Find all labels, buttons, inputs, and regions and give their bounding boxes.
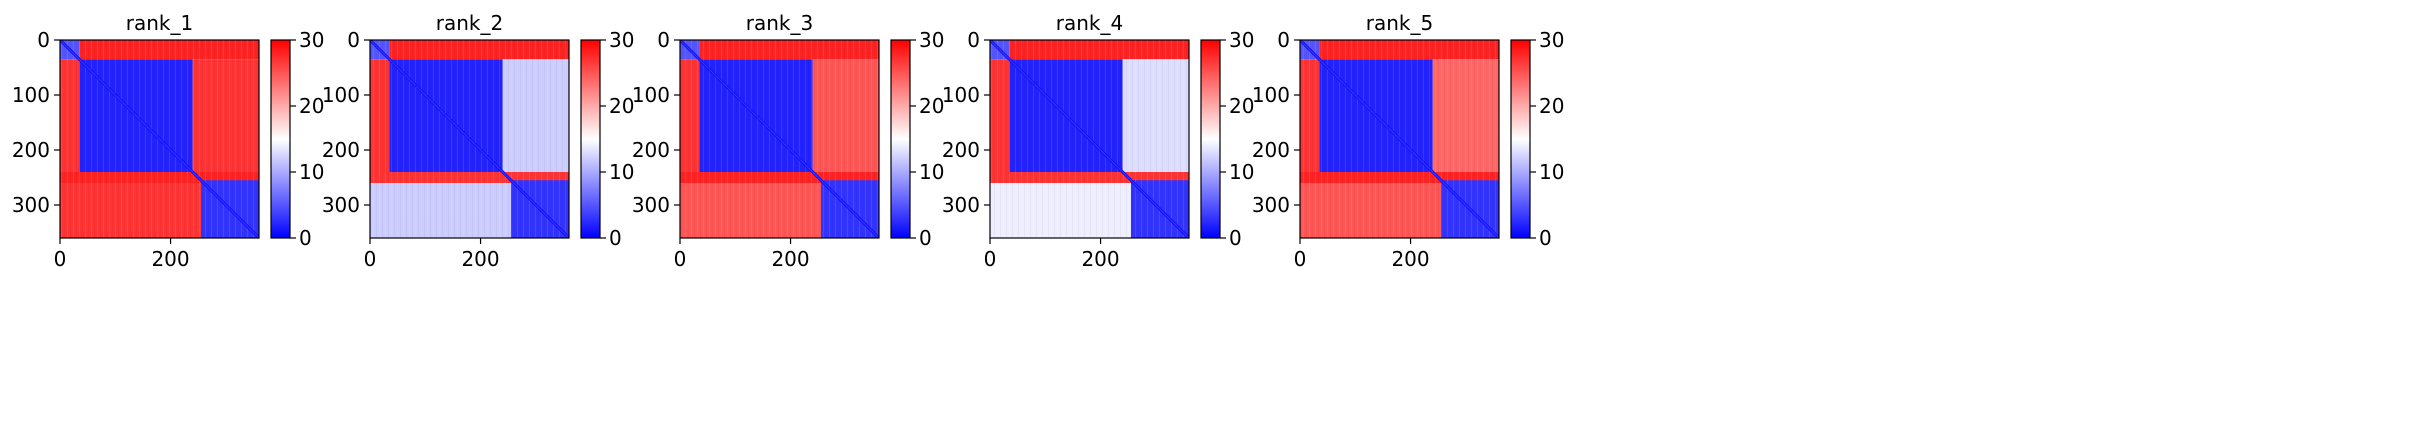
- colorbar-tick-label: 10: [609, 160, 634, 184]
- heatmap-diagonal-core: [370, 40, 569, 238]
- colorbar-tick-label: 20: [1539, 94, 1564, 118]
- colorbar-frame: [270, 39, 291, 239]
- colorbar: [1511, 40, 1530, 238]
- y-tick-label: 200: [1252, 138, 1290, 162]
- x-tick-label: 200: [1391, 247, 1429, 271]
- x-tick-label: 0: [984, 247, 997, 271]
- y-tick-label: 200: [12, 138, 50, 162]
- heatmap-diagonal-core: [990, 40, 1189, 238]
- y-tick-label: 200: [632, 138, 670, 162]
- y-tick-label: 200: [942, 138, 980, 162]
- colorbar-tick-label: 10: [1229, 160, 1254, 184]
- y-tick-label: 100: [632, 83, 670, 107]
- chart-title: rank_1: [126, 11, 193, 35]
- y-tick-label: 0: [1277, 28, 1290, 52]
- chart-title: rank_2: [436, 11, 503, 35]
- y-tick-label: 200: [322, 138, 360, 162]
- x-tick-label: 0: [1294, 247, 1307, 271]
- colorbar: [891, 40, 910, 238]
- heatmap-diagonal-core: [60, 40, 259, 238]
- heatmap-panel: rank_3 0 100 200 300 0 200 0 10 20 30: [632, 11, 945, 271]
- y-tick-label: 300: [12, 193, 50, 217]
- colorbar-tick-label: 10: [1539, 160, 1564, 184]
- colorbar-tick-label: 30: [1539, 28, 1564, 52]
- x-tick-label: 200: [1081, 247, 1119, 271]
- colorbar-frame: [1200, 39, 1221, 239]
- colorbar-tick-label: 20: [609, 94, 634, 118]
- y-tick-label: 300: [942, 193, 980, 217]
- colorbar-tick-label: 0: [299, 226, 312, 250]
- colorbar-tick-label: 10: [299, 160, 324, 184]
- colorbar-tick-label: 0: [919, 226, 932, 250]
- colorbar-tick-label: 10: [919, 160, 944, 184]
- chart-title: rank_3: [746, 11, 813, 35]
- plot-frame: [679, 39, 880, 239]
- colorbar-tick-label: 0: [609, 226, 622, 250]
- colorbar: [581, 40, 600, 238]
- y-tick-label: 0: [347, 28, 360, 52]
- y-tick-label: 0: [37, 28, 50, 52]
- heatmap-diagonal-core: [680, 40, 879, 238]
- colorbar-tick-label: 30: [919, 28, 944, 52]
- y-tick-label: 100: [12, 83, 50, 107]
- y-tick-label: 300: [322, 193, 360, 217]
- colorbar: [271, 40, 290, 238]
- y-tick-label: 0: [967, 28, 980, 52]
- heatmap-panel: rank_5 0 100 200 300 0 200 0 10 20 30: [1252, 11, 1565, 271]
- plot-frame: [989, 39, 1190, 239]
- plot-frame: [369, 39, 570, 239]
- x-tick-label: 200: [151, 247, 189, 271]
- x-tick-label: 0: [364, 247, 377, 271]
- x-tick-label: 200: [461, 247, 499, 271]
- y-tick-label: 0: [657, 28, 670, 52]
- colorbar-frame: [1510, 39, 1531, 239]
- colorbar-tick-label: 30: [609, 28, 634, 52]
- colorbar-tick-label: 0: [1229, 226, 1242, 250]
- colorbar-tick-label: 0: [1539, 226, 1552, 250]
- y-tick-label: 300: [632, 193, 670, 217]
- heatmap-panel: rank_1 0 100 200 300 0 200 0 10 20 30: [12, 11, 325, 271]
- colorbar-tick-label: 20: [299, 94, 324, 118]
- heatmap-panel: rank_4 0 100 200 300 0 200 0 10 20 30: [942, 11, 1255, 271]
- chart-title: rank_4: [1056, 11, 1123, 35]
- heatmap-diagonal-core: [1300, 40, 1499, 238]
- colorbar-tick-label: 30: [299, 28, 324, 52]
- x-tick-label: 0: [54, 247, 67, 271]
- y-tick-label: 100: [1252, 83, 1290, 107]
- x-tick-label: 200: [771, 247, 809, 271]
- plot-frame: [59, 39, 260, 239]
- chart-title: rank_5: [1366, 11, 1433, 35]
- colorbar-tick-label: 30: [1229, 28, 1254, 52]
- y-tick-label: 100: [942, 83, 980, 107]
- colorbar-frame: [580, 39, 601, 239]
- plot-frame: [1299, 39, 1500, 239]
- colorbar: [1201, 40, 1220, 238]
- colorbar-tick-label: 20: [1229, 94, 1254, 118]
- heatmap-panel: rank_2 0 100 200 300 0 200 0 10 20 30: [322, 11, 635, 271]
- y-tick-label: 100: [322, 83, 360, 107]
- y-tick-label: 300: [1252, 193, 1290, 217]
- colorbar-frame: [890, 39, 911, 239]
- x-tick-label: 0: [674, 247, 687, 271]
- colorbar-tick-label: 20: [919, 94, 944, 118]
